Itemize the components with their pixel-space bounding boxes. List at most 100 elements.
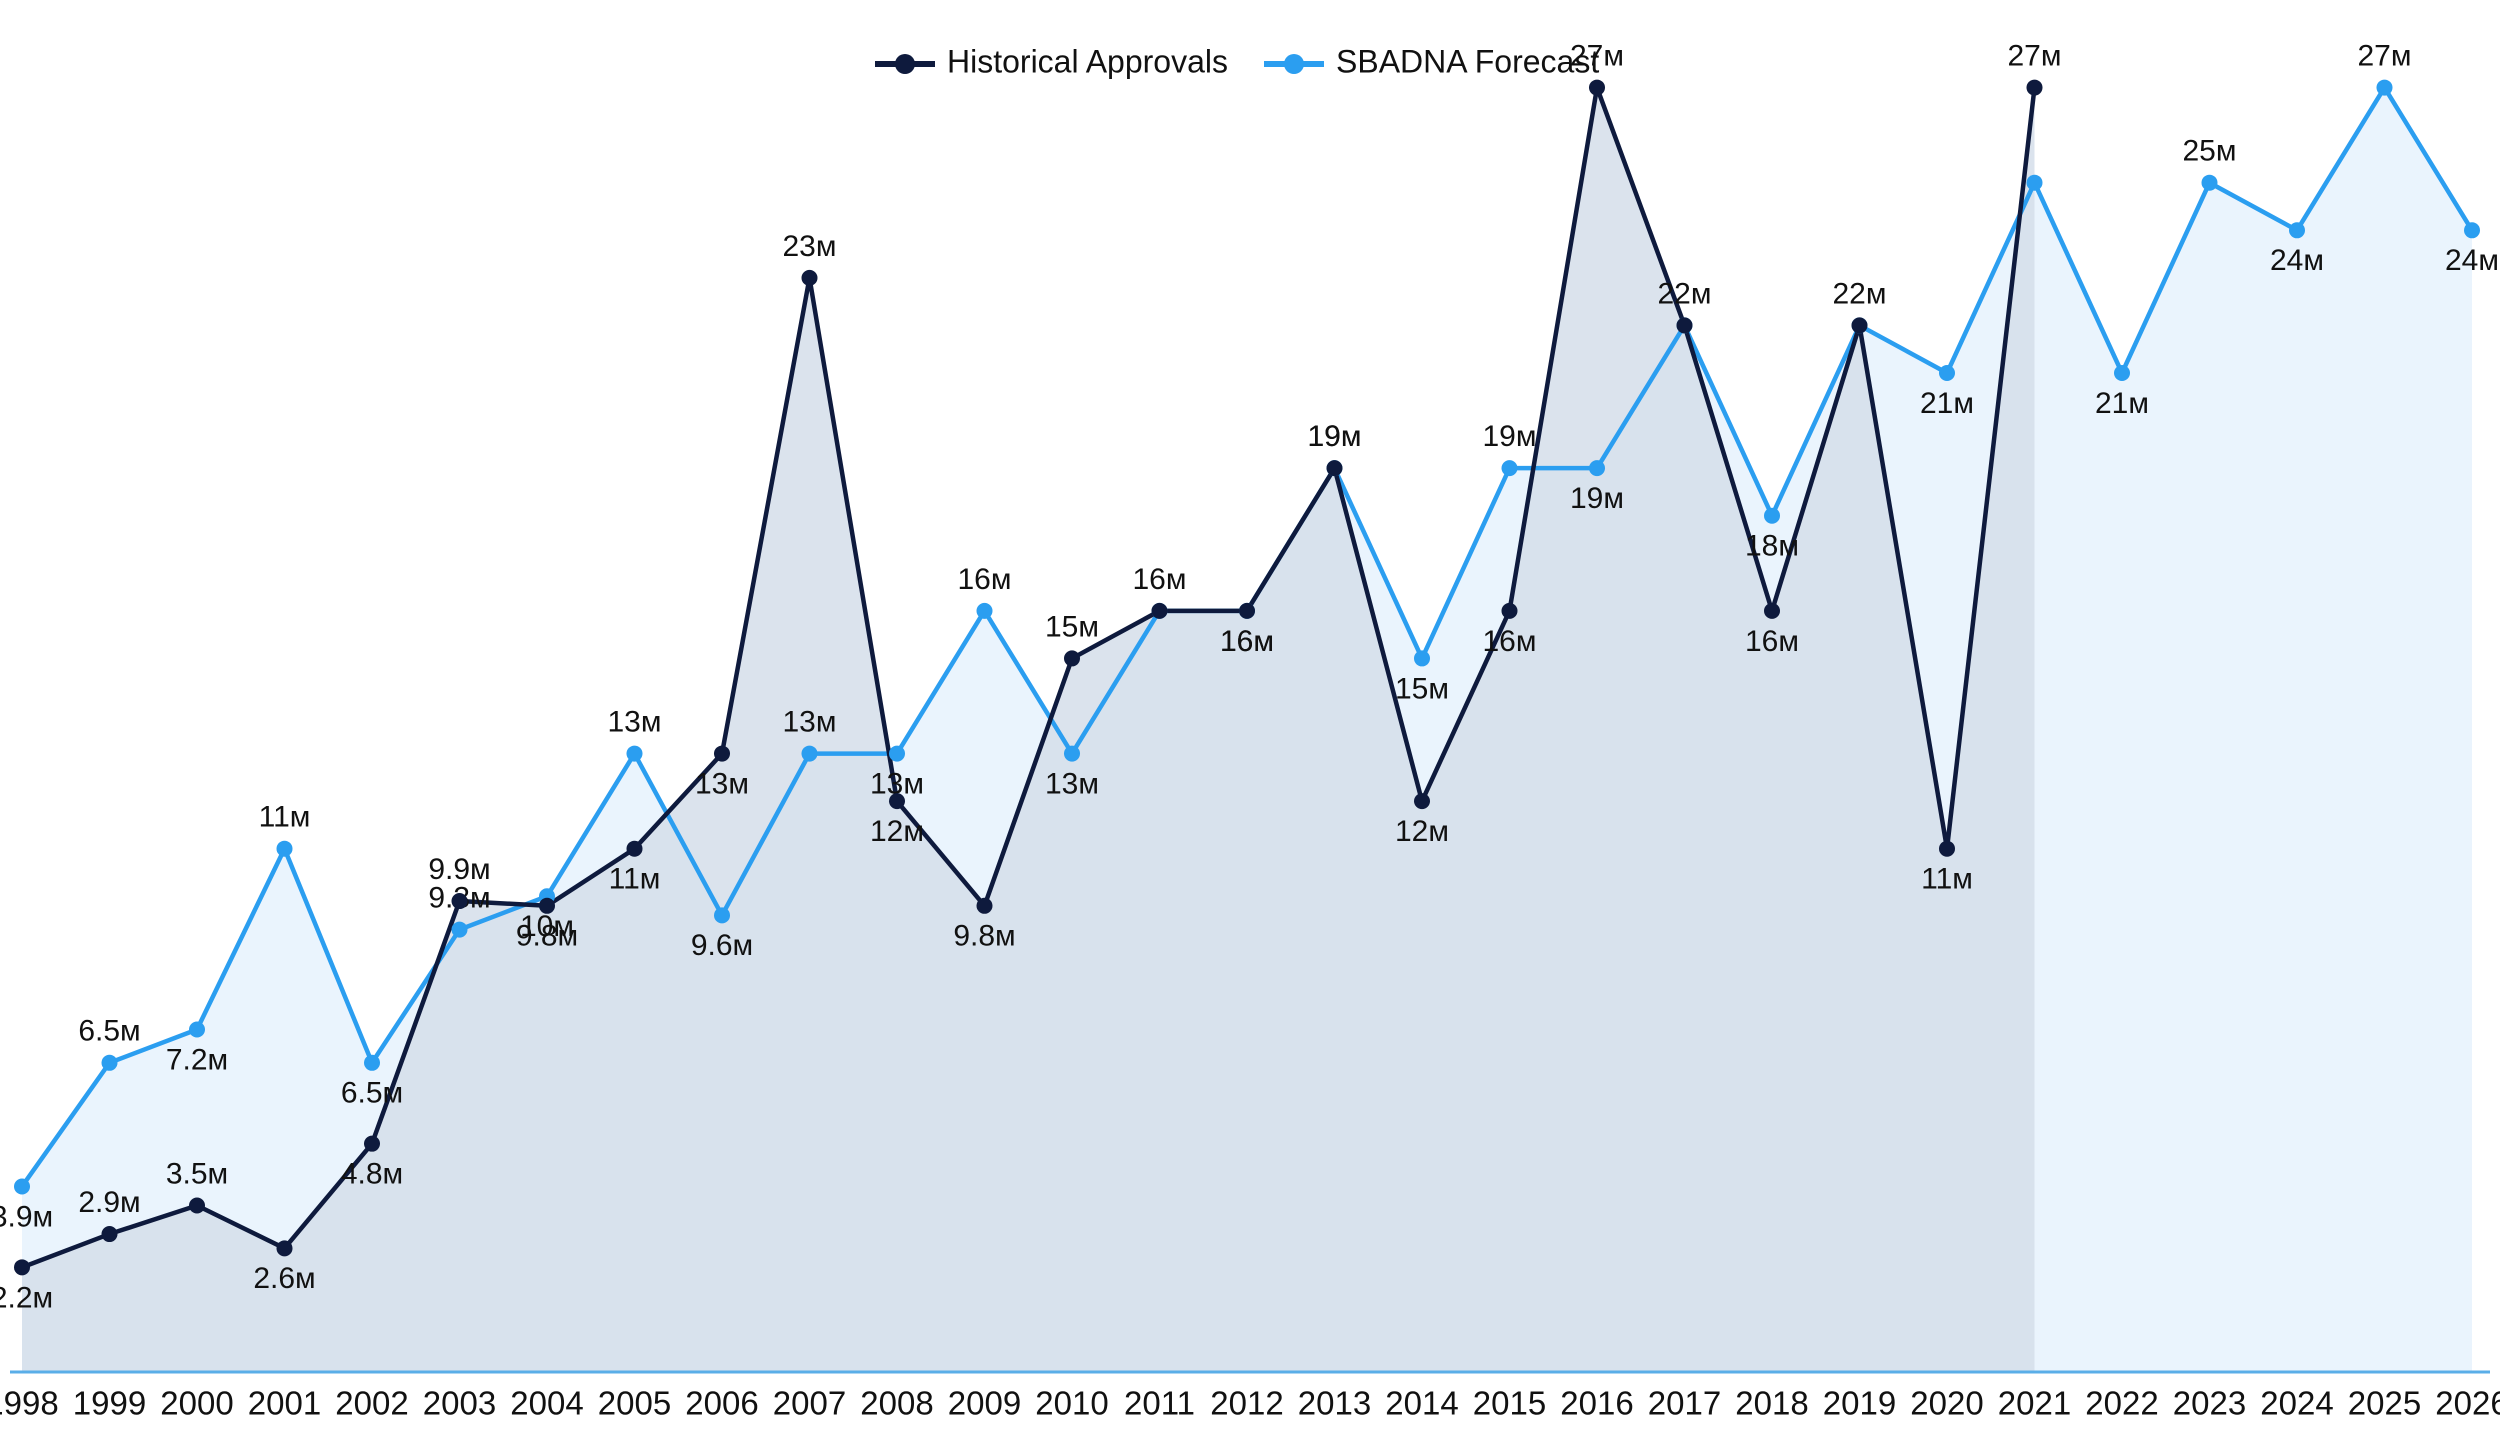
x-tick-label: 2020: [1910, 1385, 1983, 1422]
data-label: 24м: [2270, 244, 2324, 277]
x-tick-label: 2016: [1560, 1385, 1633, 1422]
x-tick-label: 2005: [598, 1385, 671, 1422]
x-tick-label: 2006: [685, 1385, 758, 1422]
data-point: [451, 921, 468, 938]
x-tick-label: 2024: [2260, 1385, 2333, 1422]
x-tick-label: 2025: [2348, 1385, 2421, 1422]
data-label: 19м: [1570, 482, 1624, 515]
data-point: [451, 893, 468, 910]
x-tick-label: 1999: [73, 1385, 146, 1422]
data-point: [714, 745, 730, 762]
data-point: [101, 1226, 118, 1243]
data-label: 6.5м: [78, 1015, 140, 1048]
data-point: [189, 1197, 205, 1214]
data-point: [14, 1259, 30, 1276]
data-label: 25м: [2183, 135, 2237, 168]
data-label: 12м: [1395, 815, 1449, 848]
data-point: [1764, 507, 1780, 524]
data-point: [626, 745, 643, 762]
x-tick-label: 2019: [1823, 1385, 1896, 1422]
x-tick-label: 2023: [2173, 1385, 2246, 1422]
data-label: 12м: [870, 815, 924, 848]
x-tick-label: 2000: [160, 1385, 233, 1422]
data-point: [626, 840, 643, 857]
data-point: [2026, 174, 2043, 191]
series-line: [21, 85, 2037, 1270]
data-label: 27м: [2358, 39, 2412, 72]
x-tick-label: 2011: [1124, 1385, 1195, 1422]
data-point: [2026, 79, 2043, 96]
data-label: 27м: [2008, 39, 2062, 72]
x-tick-label: 2010: [1035, 1385, 1108, 1422]
x-tick-label: 2018: [1735, 1385, 1808, 1422]
data-label: 9.8м: [516, 920, 578, 953]
data-label: 11м: [1921, 863, 1973, 896]
data-point: [2289, 222, 2305, 239]
data-label: 3.9м: [0, 1200, 53, 1233]
data-point: [1764, 602, 1780, 619]
data-point: [889, 793, 905, 810]
x-tick-label: 1998: [0, 1385, 59, 1422]
data-label: 4.8м: [341, 1158, 403, 1191]
legend-marker: [895, 54, 915, 74]
data-point: [1501, 602, 1518, 619]
data-label: 19м: [1308, 420, 1362, 453]
data-point: [1414, 650, 1430, 667]
data-point: [1151, 602, 1168, 619]
data-label: 23м: [783, 230, 837, 263]
data-label: 11м: [609, 863, 661, 896]
data-label: 16м: [1745, 625, 1799, 658]
data-label: 2.6м: [253, 1262, 315, 1295]
x-tick-label: 2001: [248, 1385, 321, 1422]
data-label: 21м: [1920, 387, 1974, 420]
legend-marker: [1284, 54, 1304, 74]
data-label: 6.5м: [341, 1077, 403, 1110]
x-tick-label: 2012: [1210, 1385, 1283, 1422]
x-tick-label: 2017: [1648, 1385, 1721, 1422]
data-label: 7.2м: [166, 1043, 228, 1076]
data-point: [1939, 840, 1955, 857]
data-label: 9.6м: [691, 929, 753, 962]
legend-item: Historical Approvals: [875, 43, 1228, 79]
data-point: [1326, 460, 1343, 477]
data-label: 21м: [2095, 387, 2149, 420]
data-label: 11м: [259, 801, 311, 834]
data-point: [364, 1135, 380, 1152]
data-label: 10м: [520, 910, 574, 943]
x-tick-label: 2021: [1998, 1385, 2071, 1422]
x-tick-label: 2003: [423, 1385, 496, 1422]
data-point: [1676, 317, 1693, 334]
data-label: 2.2м: [0, 1281, 53, 1314]
data-point: [539, 897, 555, 914]
data-point: [976, 602, 993, 619]
area: [22, 87, 2035, 1373]
data-point: [364, 1054, 380, 1071]
data-label: 13м: [608, 705, 662, 738]
data-label: 13м: [1045, 767, 1099, 800]
data-point: [101, 1054, 118, 1071]
legend-label: Historical Approvals: [947, 43, 1228, 79]
data-point: [1501, 460, 1518, 477]
data-label: 16м: [1483, 625, 1537, 658]
x-tick-label: 2008: [860, 1385, 933, 1422]
x-tick-label: 2004: [510, 1385, 583, 1422]
x-tick-label: 2014: [1385, 1385, 1458, 1422]
data-label: 22м: [1658, 277, 1712, 310]
data-label: 15м: [1045, 610, 1099, 643]
data-label: 9.8м: [953, 920, 1015, 953]
data-label: 19м: [1308, 420, 1362, 453]
data-label: 16м: [1220, 625, 1274, 658]
data-point: [801, 745, 818, 762]
data-point: [2464, 222, 2480, 239]
data-point: [2201, 174, 2218, 191]
x-tick-label: 2009: [948, 1385, 1021, 1422]
data-point: [976, 897, 993, 914]
data-label: 3.5м: [166, 1157, 228, 1190]
data-label: 13м: [695, 767, 749, 800]
data-label: 16м: [1220, 625, 1274, 658]
x-tick-label: 2015: [1473, 1385, 1546, 1422]
data-label: 18м: [1745, 530, 1799, 563]
data-point: [189, 1021, 205, 1038]
